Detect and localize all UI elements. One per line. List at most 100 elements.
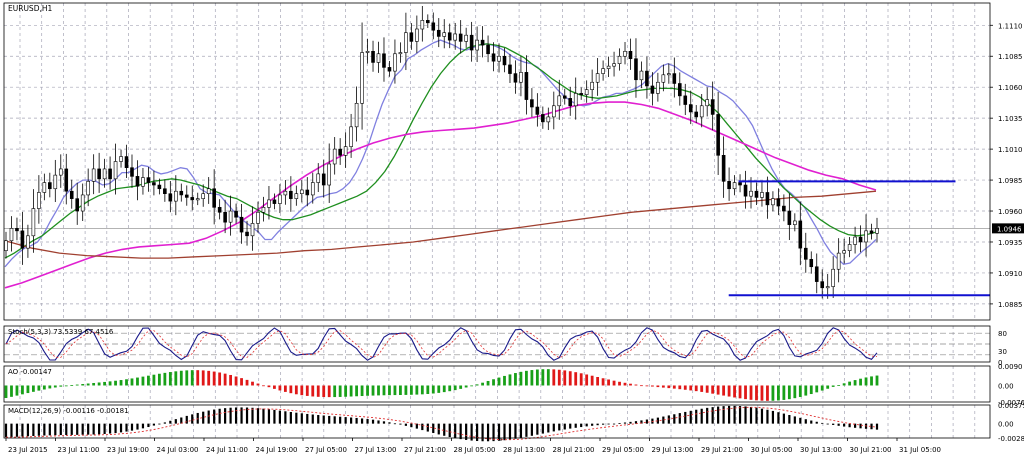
macd-bar xyxy=(744,406,747,424)
ao-bar xyxy=(114,380,117,386)
ao-bar xyxy=(694,385,698,392)
candle-bull xyxy=(847,244,852,251)
macd-bar xyxy=(821,422,824,424)
macd-bar xyxy=(202,411,205,424)
ao-bar xyxy=(744,385,747,400)
candle-bull xyxy=(546,116,551,123)
macd-bar xyxy=(782,413,785,424)
macd-bar xyxy=(547,423,550,433)
candle-bear xyxy=(716,114,720,156)
candle-bull xyxy=(590,81,594,90)
ao-bar xyxy=(798,385,802,397)
ao-bar xyxy=(327,385,331,398)
ao-bar xyxy=(163,372,167,386)
ao-bar xyxy=(415,385,419,395)
macd-bar xyxy=(26,423,30,437)
candle-bear xyxy=(338,148,342,156)
macd-bar xyxy=(333,416,336,424)
ao-bar xyxy=(431,385,435,394)
ao-bar xyxy=(585,374,589,386)
macd-bar xyxy=(158,423,161,425)
macd-bar xyxy=(393,423,397,425)
candle-bear xyxy=(738,182,742,186)
macd-bar xyxy=(152,423,156,426)
price-tick-label: 1.0910 xyxy=(998,270,1023,278)
ao-bar xyxy=(273,385,276,389)
chart-symbol-label: EURUSD,H1 xyxy=(8,4,52,13)
ao-bar xyxy=(86,383,90,386)
time-tick-label: 24 Jul 19:00 xyxy=(256,446,298,454)
ao-bar xyxy=(234,376,238,386)
candle-bear xyxy=(15,228,19,232)
ao-bar xyxy=(579,373,583,386)
ao-bar xyxy=(809,385,813,395)
ao-bar xyxy=(278,385,282,391)
macd-bar xyxy=(377,420,380,424)
macd-bar xyxy=(218,408,221,424)
ao-bar xyxy=(70,385,74,386)
macd-bar xyxy=(355,417,358,424)
macd-bar xyxy=(810,420,813,424)
ao-bar xyxy=(530,370,534,386)
macd-bar xyxy=(229,407,232,424)
macd-bar xyxy=(295,412,298,424)
ao-bar xyxy=(174,371,178,386)
macd-bar xyxy=(48,423,51,436)
ao-bar xyxy=(634,384,638,386)
time-tick-label: 27 Jul 05:00 xyxy=(305,446,347,454)
ao-bar xyxy=(535,369,539,386)
macd-bar xyxy=(76,423,79,435)
candle-bear xyxy=(710,99,715,115)
candle-bear xyxy=(524,72,529,100)
candle-bear xyxy=(798,220,803,249)
ao-bar xyxy=(459,385,463,389)
time-tick-label: 27 Jul 21:00 xyxy=(404,446,446,454)
macd-bar xyxy=(832,423,835,425)
pane-frame xyxy=(3,325,991,363)
stoch-tick-label: 0 xyxy=(998,359,1002,367)
candle-bull xyxy=(42,182,47,193)
ao-bar xyxy=(831,385,835,387)
macd-bar xyxy=(706,407,709,424)
macd-bar xyxy=(98,423,101,435)
ao-bar xyxy=(705,385,709,393)
candle-bull xyxy=(831,268,835,287)
candle-bull xyxy=(519,72,523,83)
candle-bull xyxy=(53,174,58,190)
candle-bear xyxy=(634,58,638,81)
ao-bar xyxy=(519,371,523,386)
ao-bar xyxy=(820,385,824,391)
candle-bear xyxy=(672,73,677,84)
macd-bar xyxy=(470,423,473,441)
candle-bear xyxy=(135,176,140,187)
ao-bar xyxy=(853,380,857,386)
macd-bar xyxy=(558,423,561,431)
macd-bar xyxy=(623,422,627,424)
candle-bull xyxy=(732,182,737,190)
ao-tick-label: 0.00 xyxy=(998,382,1014,390)
macd-bar xyxy=(15,423,19,437)
time-tick-label: 28 Jul 21:00 xyxy=(553,446,595,454)
time-tick-label: 27 Jul 13:00 xyxy=(355,446,397,454)
pane-frame xyxy=(3,2,991,321)
macd-bar xyxy=(465,423,468,440)
candle-bull xyxy=(442,32,447,37)
macd-bar xyxy=(733,405,736,424)
candle-bull xyxy=(557,95,562,107)
macd-bar xyxy=(245,407,249,424)
time-tick-label: 28 Jul 13:00 xyxy=(503,446,545,454)
ao-bar xyxy=(793,385,797,399)
candle-bear xyxy=(530,99,534,108)
candle-bull xyxy=(37,192,41,209)
macd-bar xyxy=(59,423,62,436)
ao-bar xyxy=(399,385,402,395)
ao-bar xyxy=(108,381,112,386)
candle-bear xyxy=(677,83,682,97)
candle-bull xyxy=(91,168,96,182)
macd-bar xyxy=(130,423,134,431)
candle-bear xyxy=(239,216,244,233)
candle-bear xyxy=(776,198,781,207)
candle-bear xyxy=(124,156,129,168)
macd-bar xyxy=(717,406,720,424)
